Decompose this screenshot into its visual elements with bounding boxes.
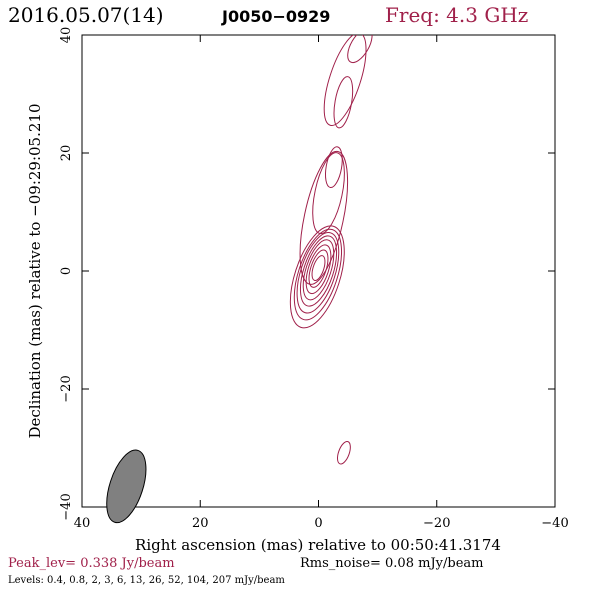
source-name: J0050−0929 (221, 7, 330, 26)
contour-ring (296, 232, 340, 314)
contour-ring (312, 152, 345, 235)
contour-group-knot (336, 440, 351, 465)
contour-group-outer-jet (323, 35, 373, 129)
rms-noise: Rms_noise= 0.08 mJy/beam (300, 556, 483, 571)
contour-ring (311, 255, 326, 282)
frequency-label: Freq: 4.3 GHz (385, 3, 528, 27)
contour-levels: Levels: 0.4, 0.8, 2, 3, 6, 13, 26, 52, 1… (8, 575, 285, 586)
y-tick-label: 40 (59, 27, 74, 44)
contour-ring (336, 440, 351, 465)
contour-ring (333, 76, 354, 129)
contour-ring (305, 244, 332, 295)
contour-ring (302, 239, 335, 301)
contour-group-core (289, 225, 345, 329)
contour-ring (299, 235, 338, 307)
contour-ring (324, 146, 343, 189)
x-tick-label: 20 (192, 516, 209, 531)
peak-level: Peak_lev= 0.338 Jy/beam (8, 556, 175, 571)
epoch-title: 2016.05.07(14) (8, 3, 164, 27)
y-tick-label: −20 (59, 375, 74, 402)
x-tick-label: −40 (541, 516, 568, 531)
contour-ring (289, 225, 345, 329)
x-tick-label: −20 (423, 516, 450, 531)
plot-frame (81, 34, 556, 508)
beam-layer (106, 449, 147, 524)
axis-ticks (81, 34, 556, 508)
y-axis-label: Declination (mas) relative to −09:29:05.… (26, 103, 44, 438)
contour-ring (323, 35, 367, 127)
x-tick-labels: 40 20 0 −20 −40 (74, 516, 569, 531)
y-tick-labels: −40 −20 0 20 40 (59, 27, 74, 521)
y-tick-label: 20 (59, 145, 74, 162)
contour-group-inner-jet (299, 146, 349, 285)
y-tick-label: 0 (59, 267, 74, 275)
x-axis-label: Right ascension (mas) relative to 00:50:… (135, 536, 501, 554)
x-tick-label: 40 (74, 516, 91, 531)
contour-ring (347, 35, 373, 64)
beam-ellipse (106, 449, 147, 524)
x-tick-label: 0 (314, 516, 322, 531)
contour-ring (299, 150, 349, 285)
contour-ring (293, 228, 343, 321)
y-tick-label: −40 (59, 493, 74, 520)
contour-lines (289, 35, 373, 465)
